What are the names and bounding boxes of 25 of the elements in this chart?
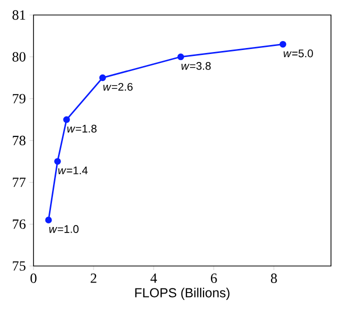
y-tick-label: 78	[12, 136, 26, 146]
x-tick-label: 4	[150, 274, 157, 283]
y-tick-label: 76	[12, 219, 26, 229]
annotation: w=1.0	[49, 225, 79, 233]
point	[177, 53, 184, 60]
point	[45, 216, 52, 224]
x-tick-label: 2	[90, 274, 96, 283]
y-tick-label: 75	[12, 261, 26, 271]
x-tick-label: 8	[270, 274, 277, 283]
x-axis-title: FLOPS (Billions)	[135, 288, 230, 300]
annotation: w=2.6	[103, 82, 133, 91]
x-tick-label: 0	[30, 274, 36, 283]
y-tick-label: 79	[12, 94, 26, 104]
point	[99, 74, 106, 82]
y-tick-label: 81	[12, 10, 26, 20]
annotation: w=3.8	[181, 62, 211, 70]
point	[63, 116, 70, 123]
annotation: w=1.4	[58, 166, 88, 174]
annotation: w=5.0	[284, 49, 313, 58]
point	[54, 158, 61, 165]
annotation: w=1.8	[67, 124, 97, 133]
point	[280, 40, 286, 48]
y-tick-label: 77	[12, 178, 26, 187]
y-tick-label: 80	[12, 52, 26, 62]
x-tick-label: 6	[210, 274, 217, 283]
